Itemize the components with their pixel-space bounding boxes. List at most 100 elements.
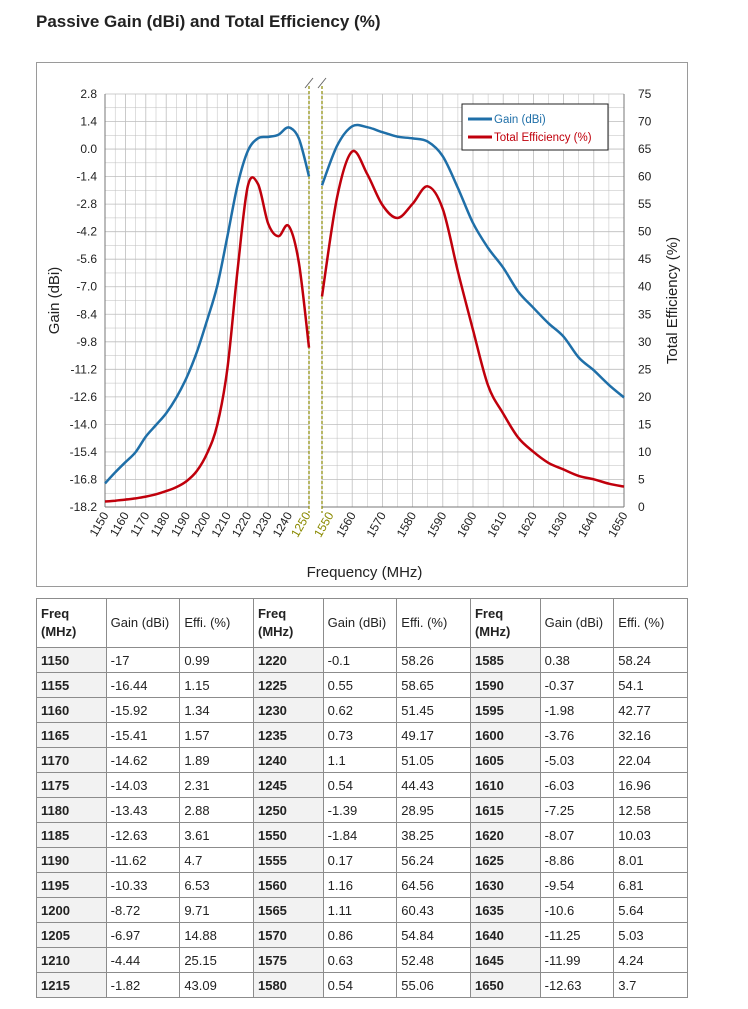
table-row: 1205 -6.97 14.88 1570 0.86 54.84 1640 -11.25 5.0… <box>36 922 688 948</box>
gain-cell: -0.37 <box>539 672 615 698</box>
y2-tick-label: 30 <box>638 335 652 349</box>
freq-cell: 1625 <box>469 847 541 873</box>
gain-cell: 0.38 <box>539 647 615 673</box>
freq-cell: 1205 <box>36 922 107 948</box>
page-title: Passive Gain (dBi) and Total Efficiency … <box>36 12 381 31</box>
table-row: 1195 -10.33 6.53 1560 1.16 64.56 1630 -9.54 6.81 <box>36 872 688 898</box>
freq-cell: 1180 <box>36 797 107 823</box>
gain-cell: -5.03 <box>539 747 615 773</box>
y2-tick-label: 70 <box>638 115 652 129</box>
gain-cell: -10.33 <box>105 872 181 898</box>
col-header-gain: Gain (dBi) <box>322 598 398 648</box>
axis-break-gap <box>310 84 321 515</box>
table-row: 1155 -16.44 1.15 1225 0.55 58.65 1590 -0.37 54.1 <box>36 672 688 698</box>
table-row: 1185 -12.63 3.61 1550 -1.84 38.25 1620 -8.07 10.… <box>36 822 688 848</box>
col-header-freq: Freq (MHz) <box>36 598 107 648</box>
y2-tick-label: 45 <box>638 252 652 266</box>
col-header-eff: Effi. (%) <box>613 598 688 648</box>
efficiency-cell: 2.31 <box>179 772 254 798</box>
efficiency-cell: 3.61 <box>179 822 254 848</box>
freq-cell: 1615 <box>469 797 541 823</box>
y2-tick-label: 75 <box>638 87 652 101</box>
freq-cell: 1635 <box>469 897 541 923</box>
gain-cell: -7.25 <box>539 797 615 823</box>
gain-efficiency-chart: 2.8 1.4 0.0 -1.4 -2.8 -4.2 -5.6 -7.0 -8.4 -9.8 -11… <box>46 77 681 581</box>
gain-cell: 0.73 <box>322 722 398 748</box>
x-tick-label: 1170 <box>127 509 152 539</box>
efficiency-cell: 22.04 <box>613 747 688 773</box>
efficiency-cell: 6.81 <box>613 872 688 898</box>
efficiency-cell: 42.77 <box>613 697 688 723</box>
efficiency-cell: 51.05 <box>396 747 471 773</box>
freq-cell: 1560 <box>252 872 324 898</box>
gain-cell: -15.92 <box>105 697 181 723</box>
freq-cell: 1645 <box>469 947 541 973</box>
y2-tick-label: 0 <box>638 500 645 514</box>
efficiency-cell: 14.88 <box>179 922 254 948</box>
x-tick-label: 1600 <box>454 509 480 539</box>
axis-break-symbol <box>304 77 327 89</box>
table-header-row: Freq (MHz) Gain (dBi) Effi. (%) Freq (MH… <box>36 598 688 648</box>
efficiency-cell: 4.24 <box>613 947 688 973</box>
y2-tick-label: 25 <box>638 362 652 376</box>
gain-cell: -11.25 <box>539 922 615 948</box>
y-tick-label: 1.4 <box>80 115 97 129</box>
x-tick-label: 1210 <box>209 509 235 539</box>
efficiency-cell: 51.45 <box>396 697 471 723</box>
col-header-eff: Effi. (%) <box>179 598 254 648</box>
gain-cell: 0.17 <box>322 847 398 873</box>
gain-cell: -0.1 <box>322 647 398 673</box>
efficiency-cell: 60.43 <box>396 897 471 923</box>
efficiency-cell: 58.24 <box>613 647 688 673</box>
gain-cell: -8.72 <box>105 897 181 923</box>
freq-cell: 1185 <box>36 822 107 848</box>
table-row: 1215 -1.82 43.09 1580 0.54 55.06 1650 -12.63 3.7 <box>36 972 688 998</box>
freq-cell: 1640 <box>469 922 541 948</box>
legend-box <box>461 103 609 151</box>
freq-cell: 1165 <box>36 722 107 748</box>
x-tick-label: 1570 <box>364 509 390 539</box>
x-tick-label: 1630 <box>545 509 571 539</box>
gain-cell: 1.11 <box>322 897 398 923</box>
y-tick-label: -9.8 <box>76 335 97 349</box>
col-header-freq: Freq (MHz) <box>469 598 541 648</box>
gain-cell: -1.98 <box>539 697 615 723</box>
freq-cell: 1195 <box>36 872 107 898</box>
y2-tick-label: 15 <box>638 417 652 431</box>
x-tick-label: 1580 <box>394 509 420 539</box>
y2-tick-label: 5 <box>638 472 645 486</box>
table-row: 1160 -15.92 1.34 1230 0.62 51.45 1595 -1.98 42.7… <box>36 697 688 723</box>
gain-cell: -11.99 <box>539 947 615 973</box>
x-tick-label: 1200 <box>188 509 214 539</box>
efficiency-cell: 10.03 <box>613 822 688 848</box>
y2-tick-label: 40 <box>638 280 652 294</box>
table-row: 1170 -14.62 1.89 1240 1.1 51.05 1605 -5.03 22.04 <box>36 747 688 773</box>
legend-label: Total Efficiency (%) <box>494 132 592 144</box>
table-row: 1175 -14.03 2.31 1245 0.54 44.43 1610 -6.03 16.9… <box>36 772 688 798</box>
gain-cell: -12.63 <box>105 822 181 848</box>
efficiency-cell: 64.56 <box>396 872 471 898</box>
freq-cell: 1220 <box>252 647 324 673</box>
x-tick-label: 1230 <box>249 509 275 539</box>
grid <box>104 93 625 508</box>
freq-cell: 1230 <box>252 697 324 723</box>
freq-cell: 1585 <box>469 647 541 673</box>
freq-cell: 1595 <box>469 697 541 723</box>
y2-tick-label: 10 <box>638 445 652 459</box>
freq-cell: 1605 <box>469 747 541 773</box>
col-header-gain: Gain (dBi) <box>105 598 181 648</box>
col-header-freq: Freq (MHz) <box>252 598 324 648</box>
gain-cell: -8.07 <box>539 822 615 848</box>
x-tick-label: 1180 <box>148 509 173 539</box>
y2-tick-label: 35 <box>638 307 652 321</box>
y-tick-label: -7.0 <box>76 280 97 294</box>
y-tick-label: -1.4 <box>76 170 97 184</box>
efficiency-cell: 1.15 <box>179 672 254 698</box>
freq-cell: 1650 <box>469 972 541 998</box>
gain-cell: -15.41 <box>105 722 181 748</box>
freq-cell: 1190 <box>36 847 107 873</box>
gain-cell: -11.62 <box>105 847 181 873</box>
gain-cell: 0.63 <box>322 947 398 973</box>
gain-cell: -14.03 <box>105 772 181 798</box>
table-row: 1180 -13.43 2.88 1250 -1.39 28.95 1615 -7.25 12.… <box>36 797 688 823</box>
